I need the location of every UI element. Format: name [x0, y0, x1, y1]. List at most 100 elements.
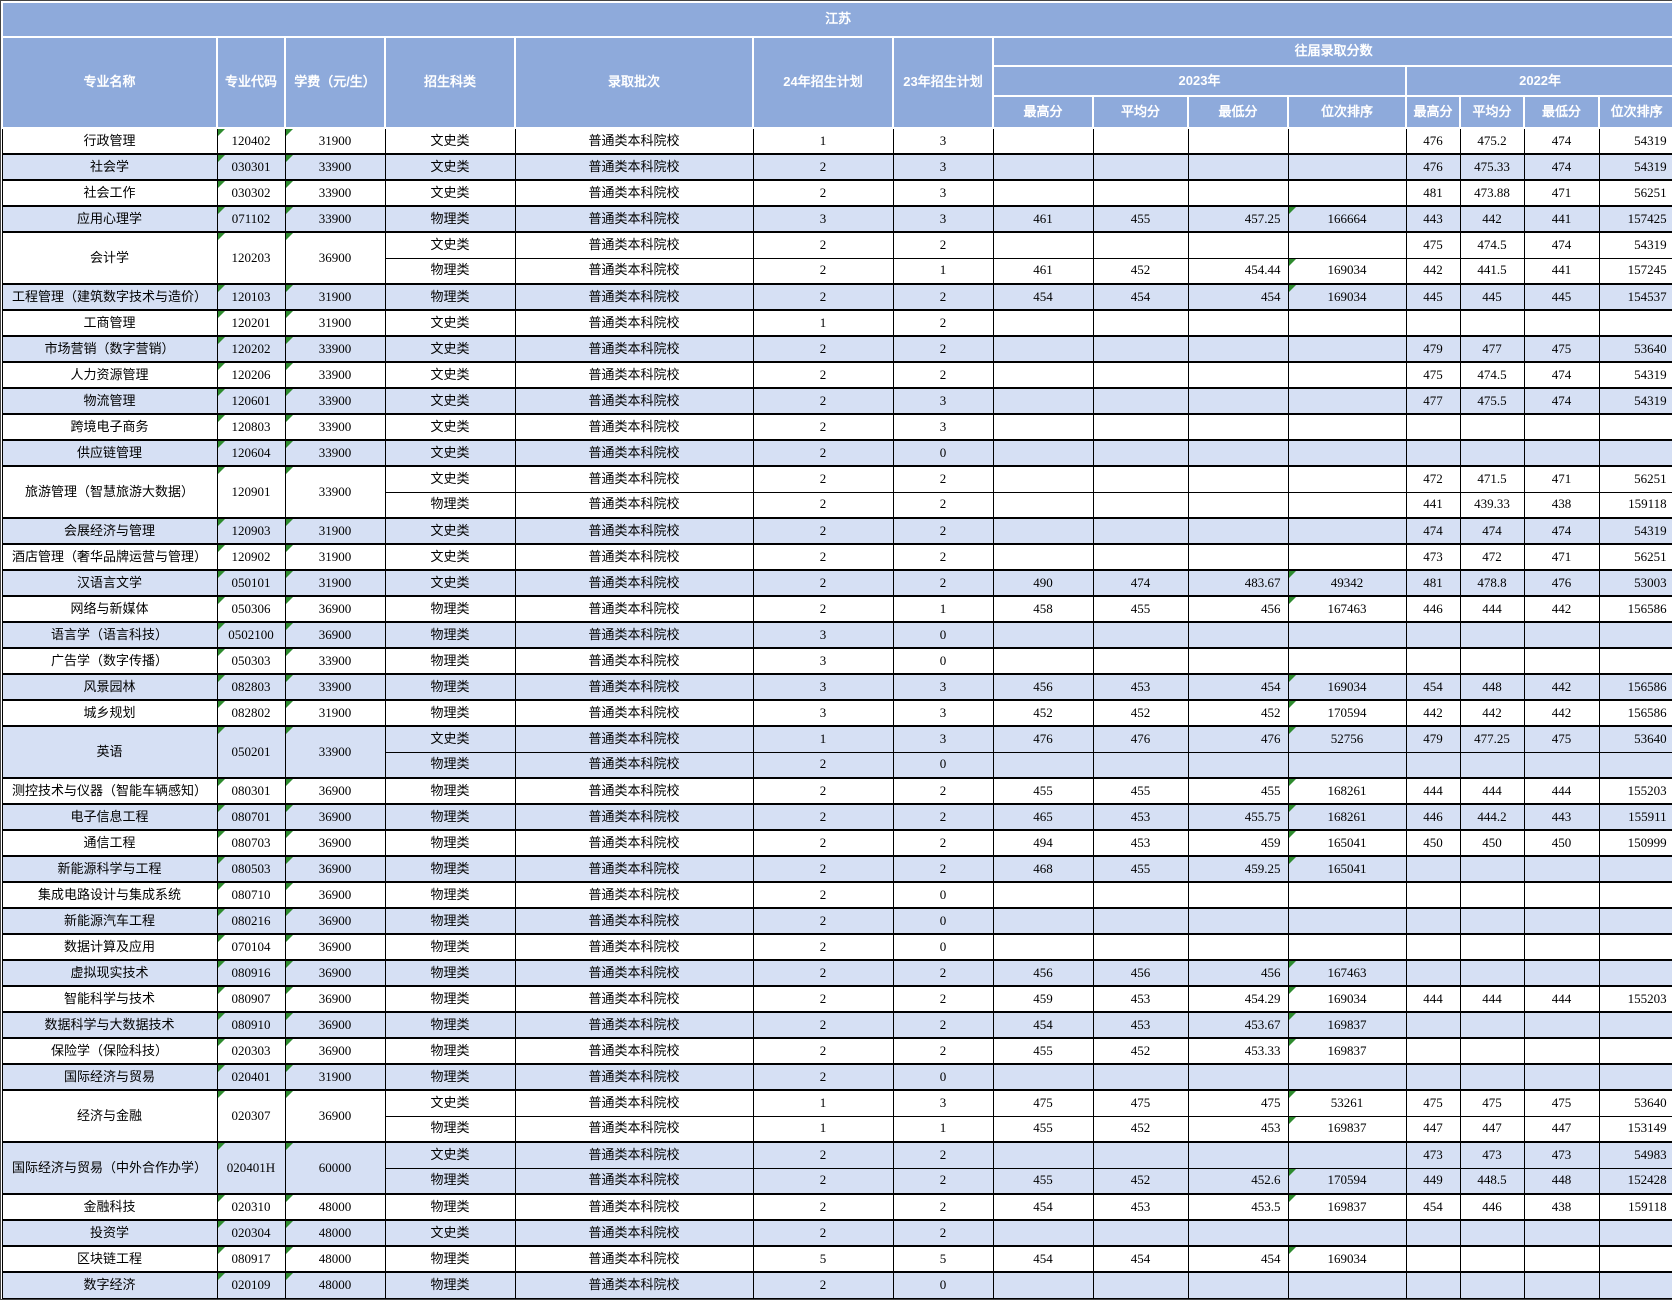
score-2022-max-cell — [1405, 933, 1461, 961]
plan-23-cell: 0 — [892, 1063, 994, 1091]
rank-2022-cell — [1598, 1219, 1672, 1247]
major-name-cell: 工程管理（建筑数字技术与造价） — [1, 283, 218, 311]
score-2023-min-cell — [1187, 335, 1289, 363]
score-2023-min-cell: 455 — [1187, 777, 1289, 805]
subject-type-cell: 文史类 — [384, 543, 516, 571]
score-2023-max-cell — [992, 933, 1094, 961]
table-row: 社会学 030301 33900 文史类 普通类本科院校 2 3 476 475.33 474 54… — [1, 153, 1672, 181]
rank-2023-cell — [1287, 907, 1407, 935]
score-2023-avg-cell: 455 — [1092, 855, 1189, 883]
rank-2022-cell: 159118 — [1598, 1193, 1672, 1221]
major-name-cell: 物流管理 — [1, 387, 218, 415]
score-2022-avg-cell — [1459, 1245, 1525, 1273]
score-2023-avg-cell — [1092, 413, 1189, 441]
rank-2022-cell — [1598, 309, 1672, 337]
score-2022-avg-cell: 448 — [1459, 673, 1525, 701]
admission-batch-cell: 普通类本科院校 — [514, 777, 754, 805]
score-2022-avg-cell — [1459, 439, 1525, 467]
major-code-cell: 050101 — [216, 569, 286, 597]
score-2023-min-cell — [1187, 1219, 1289, 1247]
score-2022-min-cell: 473 — [1523, 1141, 1600, 1169]
table-row: 市场营销（数字营销） 120202 33900 文史类 普通类本科院校 2 2 479 477 4… — [1, 335, 1672, 363]
score-2022-max-cell: 441 — [1405, 491, 1461, 519]
major-code-cell: 080503 — [216, 855, 286, 883]
score-2022-max-cell — [1405, 647, 1461, 675]
plan-24-cell: 2 — [752, 439, 894, 467]
subject-type-cell: 物理类 — [384, 1037, 516, 1065]
plan-24-cell: 1 — [752, 1115, 894, 1143]
major-code-cell: 020401 — [216, 1063, 286, 1091]
score-2023-min-cell — [1187, 751, 1289, 779]
score-2023-max-cell — [992, 361, 1094, 389]
admission-batch-cell: 普通类本科院校 — [514, 1089, 754, 1117]
column-header-2022-max: 最高分 — [1405, 95, 1461, 129]
admission-batch-cell: 普通类本科院校 — [514, 1011, 754, 1039]
table-row: 金融科技 020310 48000 物理类 普通类本科院校 2 2 454 453 453.5 16… — [1, 1193, 1672, 1221]
score-2022-avg-cell: 442 — [1459, 205, 1525, 233]
tuition-cell: 31900 — [284, 517, 386, 545]
score-2022-min-cell: 448 — [1523, 1167, 1600, 1195]
subject-type-cell: 物理类 — [384, 1193, 516, 1221]
plan-24-cell: 3 — [752, 621, 894, 649]
tuition-cell: 31900 — [284, 543, 386, 571]
tuition-cell: 36900 — [284, 985, 386, 1013]
table-row: 集成电路设计与集成系统 080710 36900 物理类 普通类本科院校 2 0 — [1, 881, 1672, 909]
major-name-cell: 虚拟现实技术 — [1, 959, 218, 987]
table-row: 广告学（数字传播） 050303 33900 物理类 普通类本科院校 3 0 — [1, 647, 1672, 675]
plan-23-cell: 2 — [892, 1037, 994, 1065]
rank-2022-cell: 155203 — [1598, 985, 1672, 1013]
admission-batch-cell: 普通类本科院校 — [514, 673, 754, 701]
score-2023-min-cell: 452.6 — [1187, 1167, 1289, 1195]
major-code-cell: 120604 — [216, 439, 286, 467]
tuition-cell: 33900 — [284, 673, 386, 701]
table-row: 酒店管理（奢华品牌运营与管理） 120902 31900 文史类 普通类本科院校 2 2 47… — [1, 543, 1672, 571]
admission-batch-cell: 普通类本科院校 — [514, 179, 754, 207]
admission-batch-cell: 普通类本科院校 — [514, 933, 754, 961]
rank-2022-cell: 157245 — [1598, 257, 1672, 285]
score-2022-max-cell: 444 — [1405, 985, 1461, 1013]
score-2022-min-cell: 474 — [1523, 127, 1600, 155]
subject-type-cell: 物理类 — [384, 205, 516, 233]
subject-type-cell: 物理类 — [384, 1115, 516, 1143]
score-2023-min-cell — [1187, 907, 1289, 935]
score-2023-max-cell — [992, 179, 1094, 207]
admission-batch-cell: 普通类本科院校 — [514, 153, 754, 181]
rank-2022-cell — [1598, 1271, 1672, 1299]
tuition-cell: 36900 — [284, 231, 386, 285]
rank-2022-cell — [1598, 413, 1672, 441]
rank-2023-cell: 167463 — [1287, 595, 1407, 623]
table-row: 物理类 普通类本科院校 2 1 461 452 454.44 169034 442 441.5 44… — [2, 257, 1672, 285]
score-2022-min-cell: 471 — [1523, 465, 1600, 493]
score-2023-max-cell — [992, 1219, 1094, 1247]
tuition-cell: 31900 — [284, 569, 386, 597]
score-2023-avg-cell — [1092, 1219, 1189, 1247]
rank-2022-cell: 54319 — [1598, 231, 1672, 259]
plan-23-cell: 2 — [892, 231, 994, 259]
subject-type-cell: 文史类 — [384, 413, 516, 441]
score-2022-max-cell — [1405, 959, 1461, 987]
rank-2022-cell — [1598, 881, 1672, 909]
score-2023-min-cell: 475 — [1187, 1089, 1289, 1117]
tuition-cell: 36900 — [284, 933, 386, 961]
tuition-cell: 36900 — [284, 595, 386, 623]
column-header-code: 专业代码 — [216, 36, 286, 129]
score-2022-avg-cell: 473.88 — [1459, 179, 1525, 207]
score-2023-min-cell — [1187, 1271, 1289, 1299]
score-2022-max-cell — [1405, 413, 1461, 441]
score-2022-avg-cell: 439.33 — [1459, 491, 1525, 519]
rank-2022-cell — [1598, 1063, 1672, 1091]
score-2022-avg-cell — [1459, 309, 1525, 337]
rank-2023-cell: 168261 — [1287, 777, 1407, 805]
plan-23-cell: 2 — [892, 959, 994, 987]
admission-batch-cell: 普通类本科院校 — [514, 1219, 754, 1247]
score-2022-avg-cell: 473 — [1459, 1141, 1525, 1169]
score-2022-max-cell — [1405, 907, 1461, 935]
tuition-cell: 48000 — [284, 1219, 386, 1247]
tuition-cell: 60000 — [284, 1141, 386, 1195]
subject-type-cell: 物理类 — [384, 647, 516, 675]
rank-2022-cell: 54319 — [1598, 361, 1672, 389]
score-2023-max-cell — [992, 231, 1094, 259]
score-2023-avg-cell: 453 — [1092, 1193, 1189, 1221]
rank-2023-cell: 169034 — [1287, 673, 1407, 701]
score-2022-max-cell: 445 — [1405, 283, 1461, 311]
